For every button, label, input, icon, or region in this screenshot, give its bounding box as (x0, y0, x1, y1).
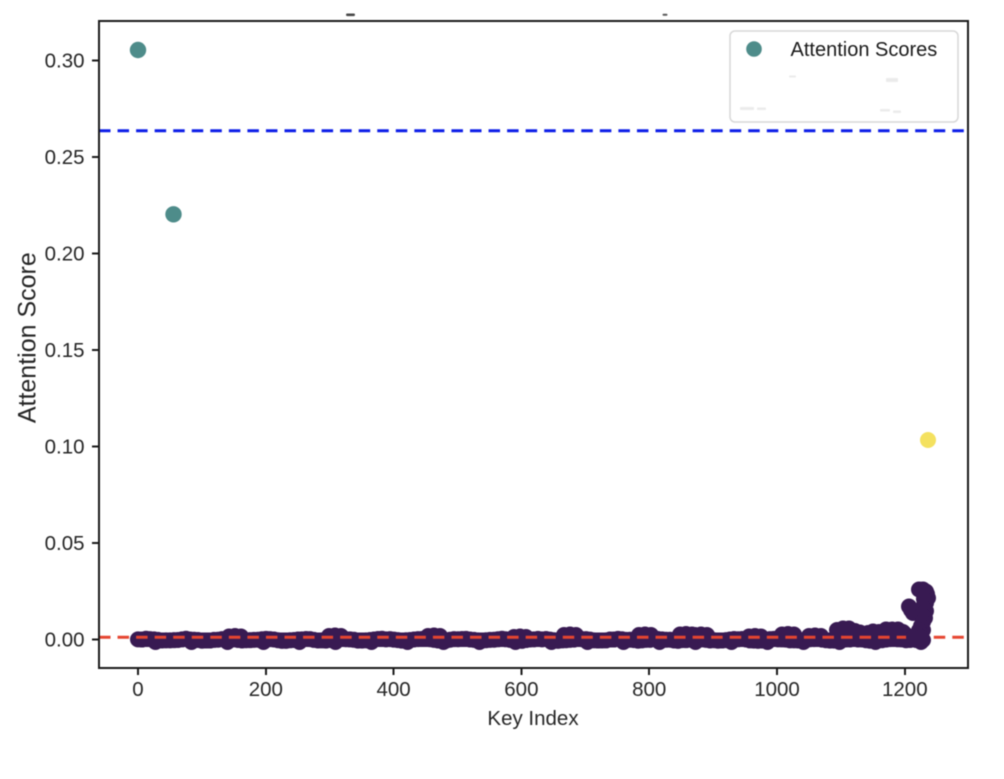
svg-text:600: 600 (504, 678, 538, 701)
svg-text:0.20: 0.20 (45, 243, 85, 266)
svg-text:Attention Scores: Attention Scores (791, 39, 938, 61)
svg-text:1000: 1000 (754, 678, 800, 701)
svg-text:0.30: 0.30 (45, 50, 85, 73)
svg-text:0: 0 (132, 678, 143, 701)
svg-text:Key Index: Key Index (487, 707, 579, 730)
svg-text:Attention Score: Attention Score (14, 252, 42, 423)
svg-text:0.00: 0.00 (45, 629, 85, 652)
svg-text:0.25: 0.25 (45, 146, 85, 169)
svg-text:0.15: 0.15 (45, 339, 85, 362)
svg-text:0.05: 0.05 (45, 532, 85, 555)
svg-text:800: 800 (632, 678, 666, 701)
svg-text:200: 200 (249, 678, 283, 701)
svg-text:400: 400 (376, 678, 410, 701)
svg-text:0.10: 0.10 (45, 436, 85, 459)
svg-text:1200: 1200 (882, 678, 928, 701)
